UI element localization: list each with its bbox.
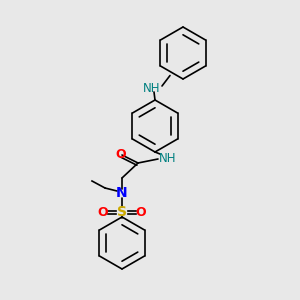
Text: O: O [136,206,146,218]
Text: N: N [116,186,128,200]
Text: S: S [117,205,127,219]
Text: O: O [98,206,108,218]
Text: O: O [116,148,126,160]
Text: NH: NH [159,152,177,166]
Text: NH: NH [143,82,161,95]
